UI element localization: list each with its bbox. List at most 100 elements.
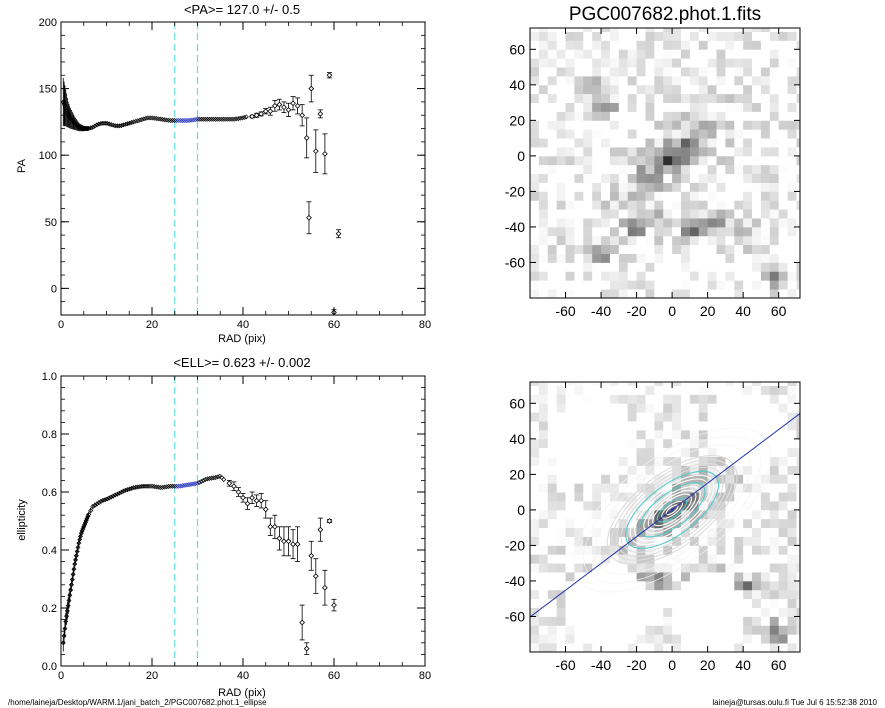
overlay-xtick-label: 60 [771,657,787,673]
pa-outer-point [322,133,328,175]
ell-point [161,484,167,490]
ell-outer-point [244,497,251,510]
pa-point [161,117,167,123]
pa-point [188,117,194,123]
pa-point [135,118,141,124]
ell-point [76,540,82,546]
ell-xtick-label: 20 [146,670,158,682]
pa-outer-point [267,106,274,116]
image-ytick-label: -60 [505,254,525,270]
ell-outer-point [290,529,296,560]
ell-point [77,537,83,543]
pa-point [233,116,239,122]
pa-xtick-label: 80 [419,319,431,331]
pa-ytick-label: 150 [39,84,57,96]
ell-point [153,484,159,490]
ell-point [196,479,202,485]
overlay-ytick-label: 20 [509,466,525,482]
ell-point [67,592,73,598]
image-xtick-label: 60 [771,303,787,319]
ell-point [159,484,165,490]
pa-point [139,117,145,123]
center-point [670,508,674,512]
ell-plot-area: 0 20 40 60 80 0.0 0.2 0.4 0.6 0.8 1.0 [42,371,431,682]
overlay-xtick-label: -40 [591,657,611,673]
pa-outer-point [326,72,333,79]
overlay-xtick-label: -60 [555,657,575,673]
pa-point [231,116,237,122]
ell-point [215,474,221,480]
ell-point [211,475,217,481]
pa-point [143,115,149,121]
ell-frame [60,375,426,667]
overlay-ytick-label: -20 [505,537,525,553]
ell-point [61,633,67,639]
ell-outer-point [317,517,324,542]
ell-outer-point [303,642,310,655]
ell-ytick-label: 0.2 [42,603,57,615]
pa-point [141,116,147,122]
pa-point [159,116,165,122]
image-plot-area: -60 -40 -20 0 20 40 60 -60 -40 -20 0 20 40 60 [505,27,801,319]
overlay-xtick-label: 40 [735,657,751,673]
pa-point [163,117,169,123]
pa-point [237,115,243,121]
overlay-xtick-label: 0 [668,657,676,673]
ell-point [77,533,83,539]
pa-outer-point [303,117,310,159]
pa-xtick-label: 40 [237,319,249,331]
pa-xtick-label: 60 [328,319,340,331]
pa-outer-point [281,101,287,113]
pa-point [129,120,135,126]
ell-point [61,640,66,646]
ell-ylabel: ellipticity [16,499,28,541]
ell-panel: <ELL>= 0.623 +/- 0.002 0 20 40 60 80 0.0 0.2 0.… [16,355,431,699]
pa-point [239,115,245,121]
ell-point [73,557,79,563]
ell-point [194,480,200,486]
ell-point [75,544,81,550]
ell-point [88,508,94,514]
pa-point [149,115,155,121]
pa-point [137,117,143,123]
pa-point [186,117,192,123]
footer-path: /home/laineja/Desktop/WARM.1/jani_batch_… [8,698,267,707]
ell-point [69,577,75,583]
ell-point [180,483,186,489]
ell-ytick-label: 0.4 [42,545,57,557]
pa-xtick-label: 20 [146,319,158,331]
ell-outer-point [231,481,237,491]
ell-outer-point [276,526,283,551]
ell-outer-point [271,514,278,539]
image-frame [529,27,801,299]
ell-point [163,484,169,490]
ell-point [221,476,227,482]
ell-point [62,626,68,632]
ell-outer-point [331,598,337,612]
pa-point [153,116,159,122]
ell-point [192,481,198,487]
ell-point [182,482,188,488]
ell-outer-point [235,487,242,497]
pa-outer-point [290,96,296,111]
ell-point [72,561,78,567]
pa-title: <PA>= 127.0 +/- 0.5 [184,2,300,17]
pa-point [151,115,157,121]
ell-xtick-label: 40 [237,670,249,682]
ell-point [73,553,79,559]
ell-point [190,481,196,487]
ell-point [68,582,74,588]
ell-point [213,475,219,481]
ell-point [64,613,70,619]
image-xtick-label: 40 [735,303,751,319]
ell-title: <ELL>= 0.623 +/- 0.002 [173,355,310,370]
overlay-ytick-label: -40 [505,573,525,589]
ell-point [65,603,71,609]
image-ytick-label: 60 [509,41,525,57]
ell-point [217,473,223,479]
ell-point [176,483,182,489]
ell-outer-point [326,518,333,524]
image-title: PGC007682.phot.1.fits [569,4,761,25]
overlay-frame [529,381,801,653]
